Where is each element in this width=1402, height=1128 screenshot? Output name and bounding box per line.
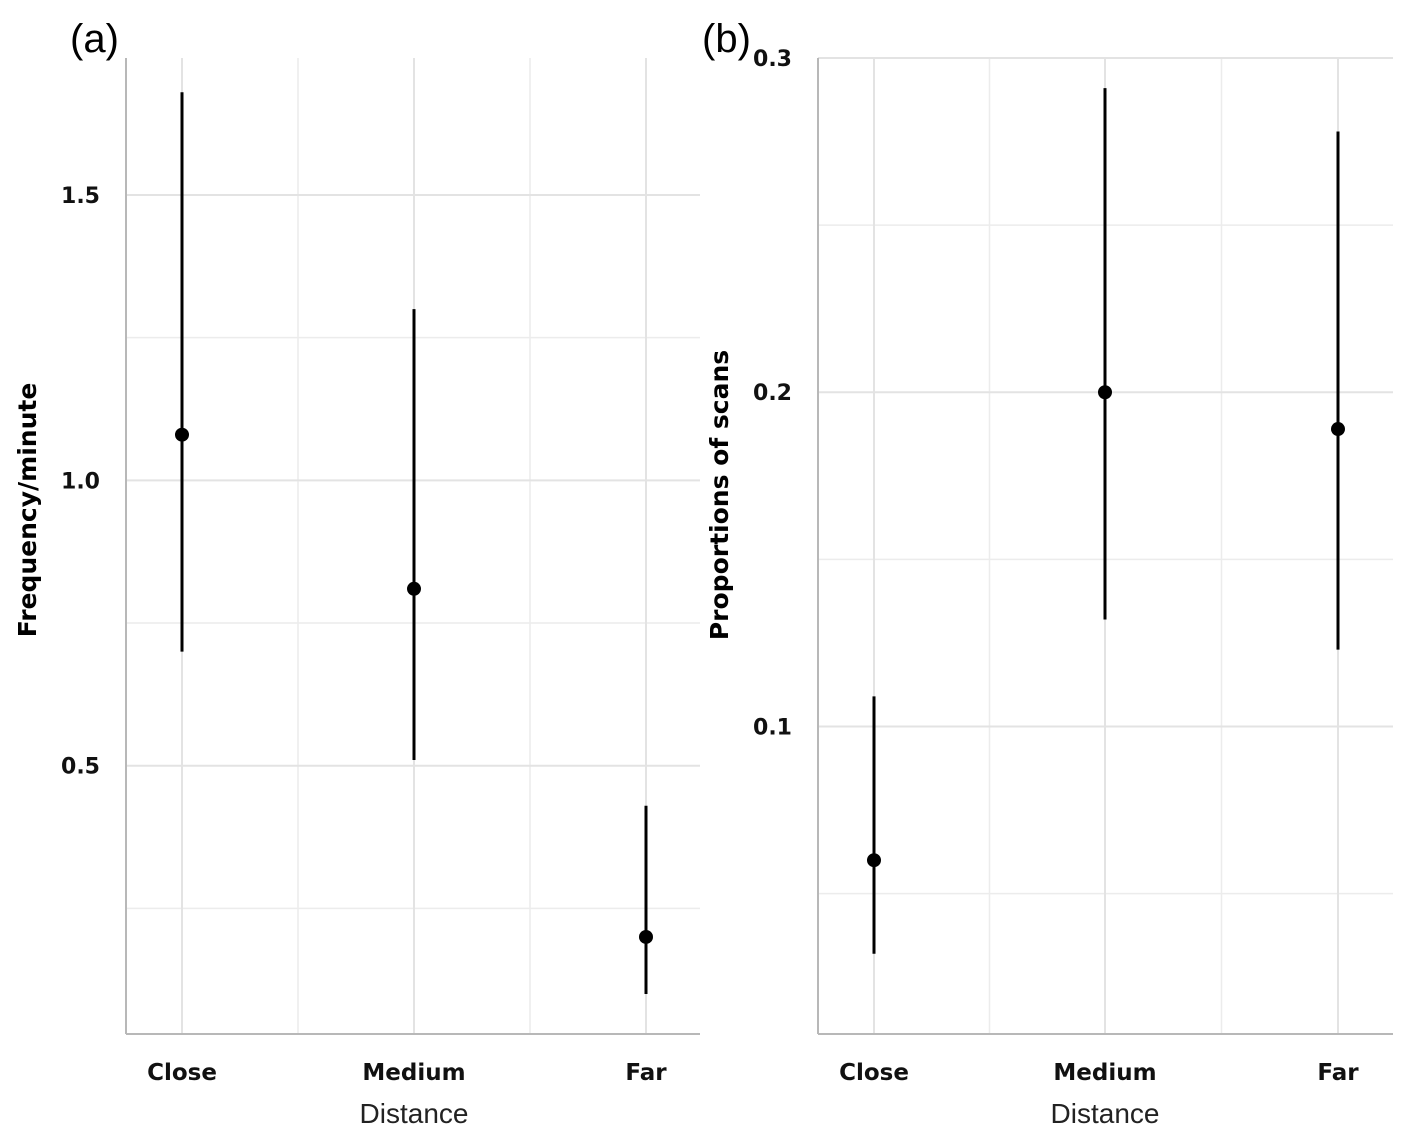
data-point-close <box>175 427 189 442</box>
panel-label: (a) <box>70 17 119 61</box>
x-axis-title: Distance <box>1051 1098 1160 1128</box>
x-tick-label: Medium <box>362 1060 465 1086</box>
y-axis-title: Proportions of scans <box>705 350 734 640</box>
data-point-far <box>639 929 653 944</box>
y-tick-label: 1.5 <box>61 184 100 209</box>
x-tick-label: Close <box>839 1060 909 1086</box>
panel-label: (b) <box>702 17 751 61</box>
x-tick-label: Medium <box>1053 1060 1156 1086</box>
data-point-far <box>1331 422 1345 437</box>
y-tick-label: 0.2 <box>753 381 792 406</box>
x-tick-label: Far <box>1317 1060 1359 1086</box>
y-tick-label: 1.0 <box>61 469 100 494</box>
y-tick-label: 0.3 <box>753 47 792 72</box>
y-tick-label: 0.1 <box>753 715 792 740</box>
x-tick-label: Far <box>625 1060 667 1086</box>
data-point-close <box>867 853 881 868</box>
data-point-medium <box>1098 385 1112 400</box>
y-axis-title: Frequency/minute <box>13 383 42 638</box>
chart-panel-a: 0.5 1.0 1.5 Close Medium Far Distance Frequency… <box>13 17 700 1128</box>
data-point-medium <box>407 581 421 596</box>
x-axis-title: Distance <box>360 1098 469 1128</box>
x-tick-label: Close <box>147 1060 217 1086</box>
chart-panel-b: 0.1 0.2 0.3 Close Medium Far Distance Proportio… <box>702 17 1393 1128</box>
y-tick-label: 0.5 <box>61 755 100 780</box>
